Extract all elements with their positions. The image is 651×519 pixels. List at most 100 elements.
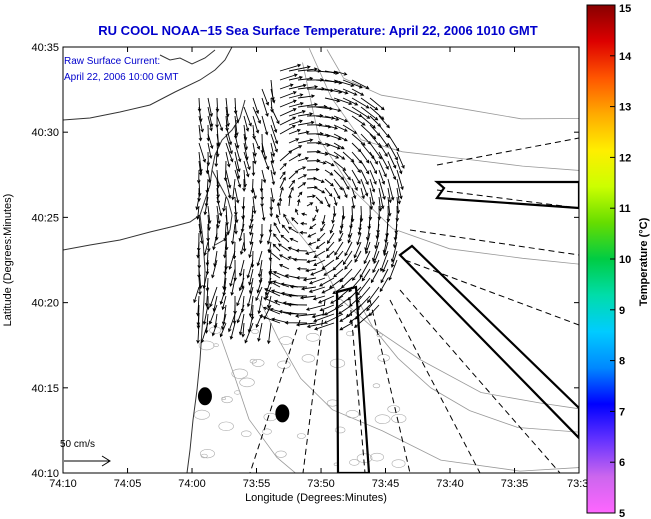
- current-vector: [281, 224, 290, 234]
- current-vector: [288, 138, 300, 144]
- current-vector: [288, 93, 304, 99]
- current-vector: [360, 160, 370, 175]
- current-vector: [211, 259, 218, 279]
- current-vector: [309, 277, 326, 285]
- current-vector: [321, 214, 326, 226]
- current-vector: [369, 169, 377, 185]
- colorbar-tick-label: 11: [619, 203, 631, 215]
- current-vector: [196, 322, 200, 344]
- current-vector: [202, 304, 209, 325]
- current-vector: [297, 112, 314, 117]
- current-vector: [295, 322, 317, 327]
- current-vector: [288, 194, 292, 207]
- current-vector: [378, 169, 386, 185]
- current-vector: [264, 277, 272, 297]
- current-vector: [225, 214, 230, 236]
- current-vector: [324, 196, 331, 208]
- current-vector: [288, 128, 301, 135]
- current-vector: [351, 106, 371, 119]
- current-vector: [259, 314, 281, 324]
- depth-contour: [357, 299, 579, 433]
- depth-contour: [334, 426, 346, 434]
- current-vector: [266, 322, 272, 345]
- current-vector: [272, 233, 281, 243]
- current-vector: [396, 187, 401, 205]
- current-vector: [206, 232, 211, 253]
- radar-beam-line: [436, 189, 579, 209]
- current-vector: [256, 277, 263, 294]
- current-vector: [304, 250, 317, 255]
- current-vector: [198, 223, 204, 245]
- colorbar-tick-label: 13: [619, 102, 631, 114]
- current-vector: [378, 142, 388, 158]
- current-vector: [207, 133, 214, 150]
- current-vector: [312, 295, 326, 301]
- current-vector: [297, 166, 307, 171]
- current-vector: [319, 304, 335, 312]
- current-vector: [324, 124, 339, 130]
- current-vector: [273, 299, 290, 306]
- current-vector: [207, 106, 214, 128]
- current-vector: [252, 115, 260, 134]
- current-vector: [230, 277, 236, 296]
- depth-contour: [370, 452, 384, 462]
- current-vector: [354, 250, 362, 263]
- current-vector: [317, 295, 335, 304]
- current-vector: [361, 268, 371, 282]
- current-vector: [288, 65, 311, 72]
- current-vector: [251, 160, 256, 177]
- current-vector: [225, 151, 231, 168]
- current-vector: [334, 241, 344, 256]
- current-vector: [289, 284, 308, 289]
- current-vector: [279, 186, 284, 198]
- current-vector: [234, 151, 241, 173]
- current-vector: [284, 320, 308, 325]
- current-vector: [255, 286, 263, 302]
- current-vector: [238, 223, 245, 242]
- current-vector: [301, 212, 308, 217]
- current-vector: [278, 254, 290, 261]
- current-vector: [297, 120, 315, 126]
- current-vector: [345, 304, 362, 318]
- current-vectors: [193, 63, 405, 345]
- current-vector: [275, 214, 281, 225]
- current-vector: [207, 97, 214, 118]
- depth-contour: [213, 343, 219, 347]
- current-vector: [249, 232, 254, 246]
- current-vector: [269, 205, 274, 218]
- current-vector: [225, 133, 233, 155]
- current-vector: [261, 88, 270, 106]
- depth-contour: [387, 405, 401, 414]
- current-vector: [387, 142, 398, 161]
- current-vector: [333, 187, 341, 200]
- current-vector: [248, 295, 254, 318]
- current-vector: [296, 266, 308, 271]
- depth-contour: [391, 459, 406, 468]
- current-vector: [252, 151, 257, 165]
- current-vector: [266, 295, 272, 309]
- current-vector: [246, 286, 254, 308]
- satellite-track-outlines: [335, 180, 579, 473]
- current-vector: [295, 276, 308, 280]
- current-vector: [360, 151, 370, 164]
- current-vector: [297, 182, 307, 189]
- current-vector: [351, 115, 366, 126]
- current-vector: [379, 277, 389, 293]
- current-vector: [207, 115, 213, 132]
- current-vector: [234, 187, 240, 204]
- radial-dashed-lines: [249, 137, 579, 473]
- current-vector: [335, 250, 344, 261]
- current-vector: [382, 259, 389, 273]
- current-vector: [297, 156, 310, 162]
- current-vector: [215, 97, 220, 113]
- current-vector: [324, 133, 342, 141]
- current-vector: [252, 187, 257, 200]
- current-vector: [296, 198, 301, 207]
- current-vector: [360, 106, 379, 121]
- current-vector: [234, 133, 240, 149]
- depth-contour: [241, 430, 252, 438]
- current-vector: [216, 196, 223, 217]
- coastline-segment: [159, 49, 216, 65]
- current-vector: [387, 178, 395, 201]
- current-vector: [367, 286, 380, 304]
